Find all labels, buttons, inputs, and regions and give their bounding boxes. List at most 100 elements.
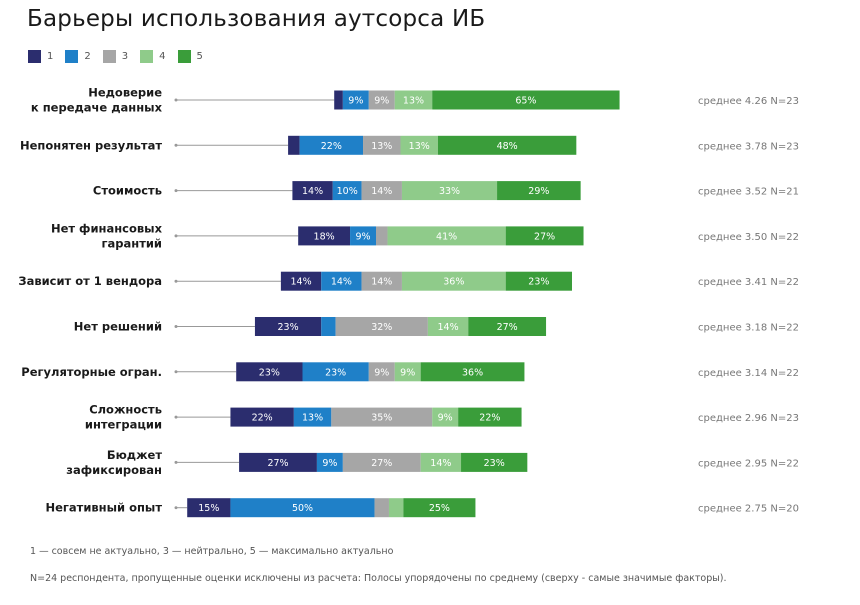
segment-value-label: 13%: [403, 96, 424, 107]
leader-dot: [174, 189, 178, 193]
legend-label-1: 1: [47, 51, 54, 62]
row-summary: среднее 3.50 N=22: [698, 232, 799, 243]
bar-segment-1: [280, 271, 322, 291]
bar-segment-3: [376, 226, 388, 246]
leader-dot: [174, 370, 178, 374]
row-summary: среднее 3.52 N=21: [698, 187, 799, 198]
bar-segment-2: [342, 90, 369, 110]
legend-item-1: 1: [28, 50, 53, 63]
legend-item-2: 2: [65, 50, 91, 63]
category-label: интеграции: [85, 418, 162, 432]
legend-item-4: 4: [140, 50, 166, 63]
segment-value-label: 14%: [430, 458, 451, 469]
bar-segment-4: [420, 452, 462, 472]
segment-value-label: 9%: [374, 367, 389, 378]
segment-value-label: 36%: [443, 277, 464, 288]
bar-segment-5: [403, 498, 476, 518]
category-label: Бюджет: [107, 448, 162, 462]
segment-value-label: 27%: [371, 458, 392, 469]
bar-segment-1: [239, 452, 317, 472]
bar-segment-1: [236, 362, 303, 382]
category-label: Непонятен результат: [20, 138, 162, 152]
category-label: Регуляторные огран.: [21, 365, 162, 379]
segment-value-label: 27%: [497, 322, 518, 333]
segment-value-label: 23%: [528, 277, 549, 288]
segment-value-label: 9%: [400, 367, 415, 378]
legend-label-3: 3: [121, 51, 129, 62]
bar-segment-1: [298, 226, 351, 246]
scale-footnote: 1 — совсем не актуально, 3 — нейтрально,…: [30, 546, 394, 557]
bar-segment-2: [321, 271, 362, 291]
bar-segment-5: [458, 407, 522, 427]
bar-segment-5: [497, 181, 581, 201]
legend-label-4: 4: [159, 51, 166, 62]
bar-segment-1: [254, 317, 322, 336]
segment-value-label: 36%: [462, 367, 483, 378]
bar-segment-4: [388, 498, 404, 518]
segment-value-label: 22%: [252, 413, 273, 424]
segment-value-label: 41%: [436, 231, 457, 242]
bar-segment-2: [350, 226, 376, 246]
segment-value-label: 15%: [198, 503, 219, 514]
segment-value-label: 22%: [479, 413, 500, 424]
bar-segment-3: [368, 362, 395, 382]
bar-segment-2: [316, 452, 343, 472]
segment-value-label: 23%: [278, 322, 299, 333]
bar-segment-2: [293, 407, 332, 427]
legend-swatch-1: [28, 50, 41, 63]
segment-value-label: 22%: [321, 141, 342, 152]
bar-segment-4: [400, 135, 438, 155]
bar-segment-3: [374, 498, 389, 518]
legend-swatch-4: [140, 50, 154, 63]
bar-segment-5: [420, 362, 525, 382]
segment-value-label: 9%: [438, 413, 453, 424]
segment-value-label: 14%: [331, 277, 352, 288]
category-label: Нет финансовых: [51, 221, 163, 235]
segment-value-label: 25%: [429, 503, 450, 514]
bar-segment-4: [401, 181, 498, 201]
segment-value-label: 13%: [302, 413, 323, 424]
bar-segment-1: [230, 407, 294, 427]
segment-value-label: 27%: [267, 458, 288, 469]
segment-value-label: 29%: [528, 186, 549, 197]
row-summary: среднее 3.78 N=23: [698, 141, 799, 152]
segment-value-label: 9%: [355, 231, 370, 242]
leader-dot: [174, 460, 178, 464]
bar-segment-5: [505, 271, 572, 291]
segment-value-label: 50%: [292, 503, 313, 514]
category-label: зафиксирован: [66, 463, 162, 477]
bar-segment-4: [387, 226, 506, 246]
segment-value-label: 23%: [325, 367, 346, 378]
segment-value-label: 23%: [484, 458, 505, 469]
segment-value-label: 10%: [337, 186, 358, 197]
bar-segment-1: [288, 135, 300, 155]
category-label: Нет решений: [74, 320, 162, 334]
segment-value-label: 32%: [371, 322, 392, 333]
segment-value-label: 9%: [348, 96, 363, 107]
bar-segment-3: [368, 90, 395, 110]
bar-segment-1: [334, 90, 343, 110]
bar-segment-5: [468, 317, 547, 336]
bar-segment-3: [342, 452, 421, 472]
leader-dot: [174, 98, 178, 102]
category-label: Недоверие: [88, 86, 162, 100]
bar-segment-3: [363, 135, 401, 155]
category-label: Сложность: [89, 403, 162, 417]
bar-segment-4: [394, 90, 433, 110]
leader-dot: [174, 325, 178, 328]
leader-dot: [174, 143, 178, 147]
bar-segment-2: [332, 181, 362, 201]
leader-dot: [174, 279, 178, 283]
bar-segment-2: [302, 362, 369, 382]
segment-value-label: 13%: [371, 141, 392, 152]
segment-value-label: 35%: [371, 413, 392, 424]
category-label: Стоимость: [93, 184, 162, 198]
segment-value-label: 33%: [439, 186, 460, 197]
method-footnote: N=24 респондента, пропущенные оценки иск…: [30, 573, 727, 584]
bar-segment-3: [331, 407, 433, 427]
legend-swatch-2: [65, 50, 79, 63]
row-summary: среднее 3.18 N=22: [698, 323, 799, 334]
bar-segment-4: [427, 317, 469, 336]
row-summary: среднее 3.14 N=22: [698, 368, 799, 379]
segment-value-label: 48%: [497, 141, 518, 152]
